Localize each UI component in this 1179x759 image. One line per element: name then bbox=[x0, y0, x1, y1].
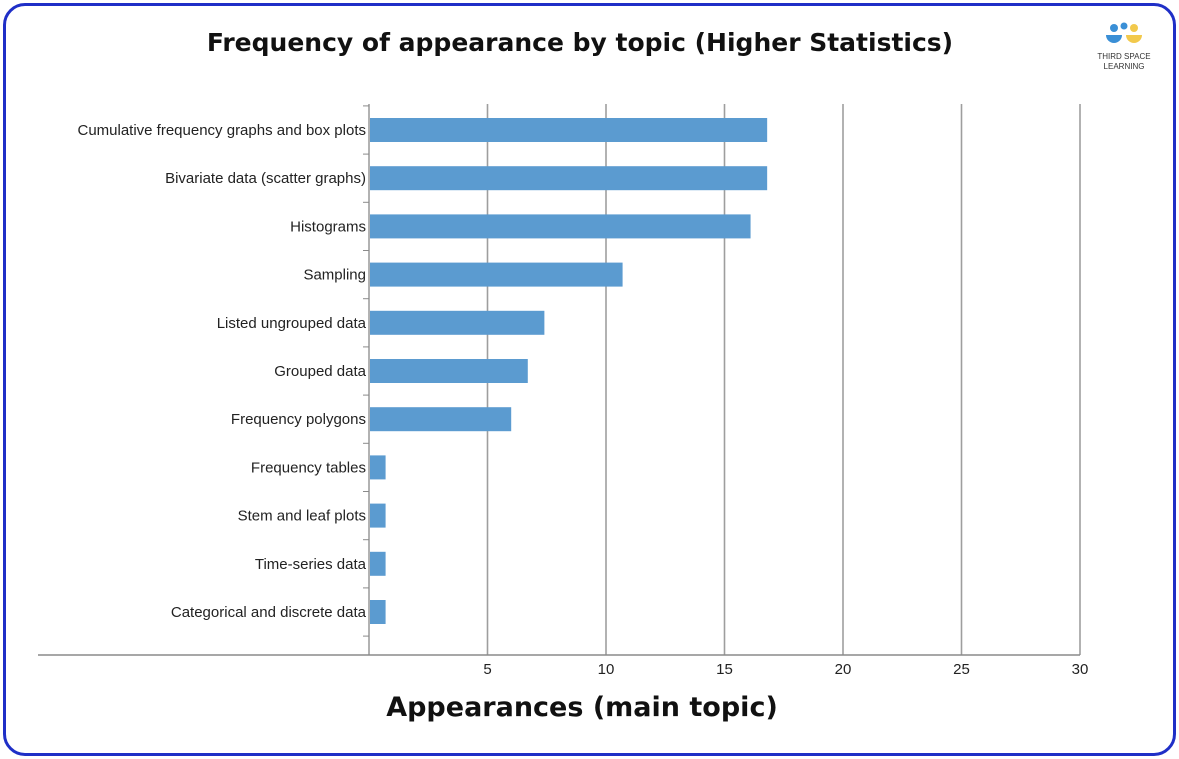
x-tick-label: 5 bbox=[483, 661, 491, 678]
category-label: Sampling bbox=[303, 267, 366, 284]
x-tick-label: 30 bbox=[1072, 661, 1089, 678]
category-label: Histograms bbox=[290, 218, 366, 235]
x-tick-label: 15 bbox=[716, 661, 733, 678]
bar bbox=[370, 310, 545, 335]
x-tick-label: 10 bbox=[598, 661, 615, 678]
bar bbox=[370, 359, 528, 383]
bar bbox=[370, 262, 623, 287]
bar bbox=[370, 118, 768, 142]
x-tick-label: 20 bbox=[835, 661, 852, 678]
bar bbox=[370, 503, 386, 528]
x-tick-label: 25 bbox=[953, 661, 970, 678]
category-label: Frequency tables bbox=[251, 459, 366, 476]
logo-text-line1: THIRD SPACE bbox=[1097, 52, 1151, 61]
chart-title: Frequency of appearance by topic (Higher… bbox=[206, 28, 954, 57]
bar bbox=[370, 166, 768, 191]
category-label: Time-series data bbox=[255, 556, 367, 573]
bar bbox=[370, 551, 386, 576]
third-space-learning-logo: THIRD SPACE LEARNING bbox=[1092, 20, 1156, 72]
bar bbox=[370, 214, 751, 239]
bar bbox=[370, 455, 386, 480]
people-logo-icon bbox=[1106, 22, 1142, 43]
category-label: Categorical and discrete data bbox=[171, 604, 367, 621]
category-label: Stem and leaf plots bbox=[238, 508, 366, 525]
category-label: Grouped data bbox=[274, 363, 366, 380]
logo-text-line2: LEARNING bbox=[1103, 62, 1145, 71]
bar bbox=[370, 600, 386, 624]
category-label: Bivariate data (scatter graphs) bbox=[165, 170, 366, 187]
x-axis-title: Appearances (main topic) bbox=[386, 692, 778, 723]
category-label: Cumulative frequency graphs and box plot… bbox=[77, 122, 366, 139]
category-label: Frequency polygons bbox=[231, 411, 366, 428]
category-label: Listed ungrouped data bbox=[217, 315, 367, 332]
bar bbox=[370, 407, 512, 432]
